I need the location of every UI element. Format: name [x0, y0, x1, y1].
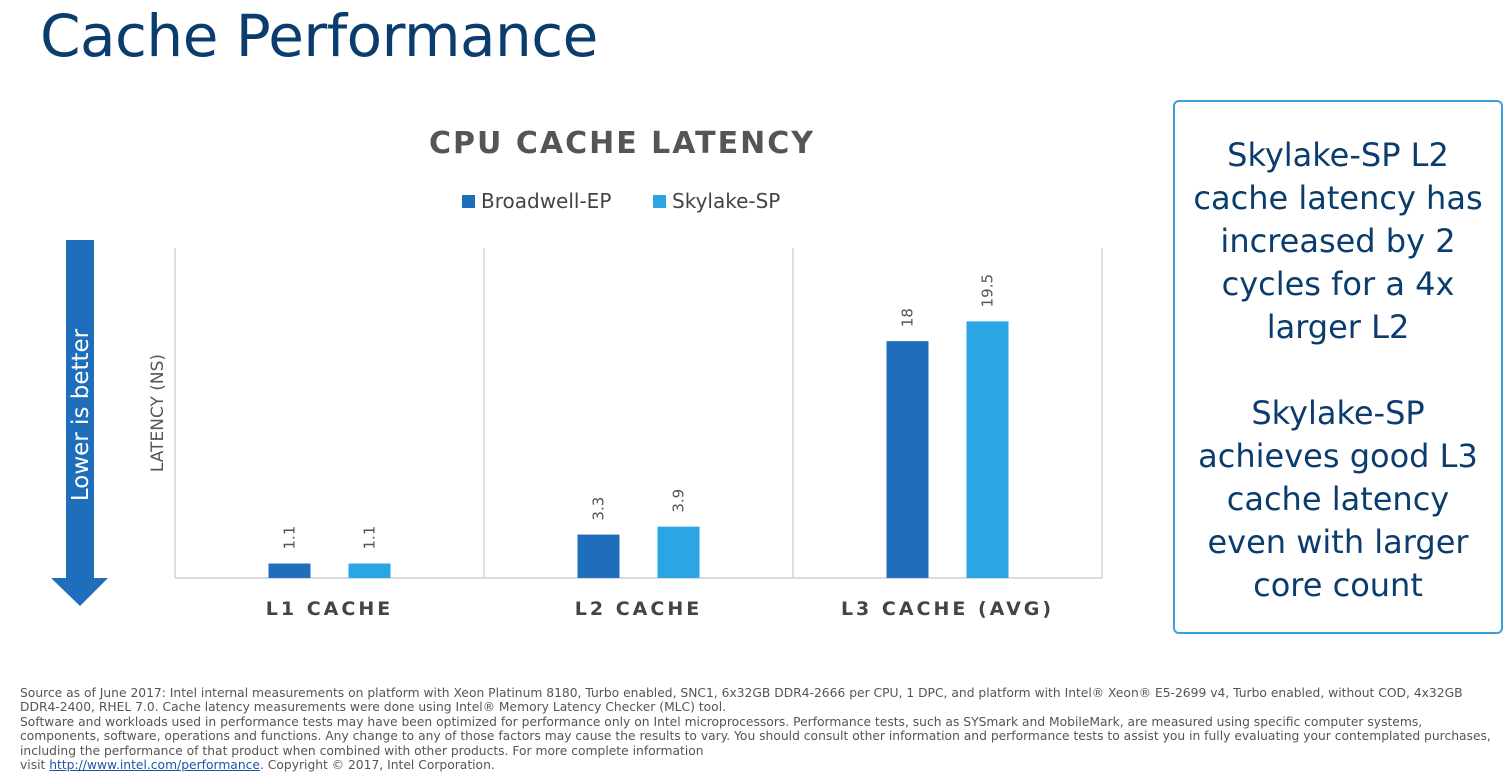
legend-label-skylake-sp: Skylake-SP [672, 189, 780, 213]
cache-latency-chart: Lower is better CPU CACHE LATENCY Broadw… [51, 126, 1103, 620]
visit-text: visit [20, 758, 50, 773]
data-label-broadwell-ep-l2-cache: 3.3 [590, 497, 608, 521]
category-label-l1-cache: L1 CACHE [266, 598, 393, 620]
bar-broadwell-ep-l2-cache [577, 534, 620, 578]
bar-skylake-sp-l3-cache-avg [966, 321, 1009, 578]
slide-title: Cache Performance [40, 2, 598, 70]
copyright-text: . Copyright © 2017, Intel Corporation. [259, 758, 495, 773]
y-axis-label: LATENCY (NS) [148, 354, 168, 472]
lower-is-better-arrow: Lower is better [51, 240, 108, 606]
footnote-line-3: visit http://www.intel.com/performance. … [20, 758, 1500, 772]
arrow-label: Lower is better [68, 328, 94, 501]
category-label-l3-cache-avg: L3 CACHE (AVG) [841, 598, 1054, 620]
callout-paragraph-1: Skylake-SP L2 cache latency has increase… [1193, 136, 1483, 346]
performance-link[interactable]: http://www.intel.com/performance [49, 758, 260, 773]
data-label-broadwell-ep-l3-cache-avg: 18 [899, 308, 917, 327]
footnote-line-2: Software and workloads used in performan… [20, 714, 1491, 758]
footnote-line-1: Source as of June 2017: Intel internal m… [20, 686, 1463, 715]
data-label-skylake-sp-l1-cache: 1.1 [361, 526, 379, 550]
arrow-shaft [66, 240, 94, 580]
category-label-l2-cache: L2 CACHE [575, 598, 702, 620]
bar-skylake-sp-l2-cache [657, 526, 700, 578]
callout-paragraph-2: Skylake-SP achieves good L3 cache latenc… [1198, 394, 1478, 604]
chart-legend: Broadwell-EP Skylake-SP [462, 189, 780, 213]
bar-broadwell-ep-l3-cache-avg [886, 341, 929, 578]
legend-swatch-broadwell-ep [462, 195, 475, 208]
legend-label-broadwell-ep: Broadwell-EP [481, 189, 611, 213]
legend-swatch-skylake-sp [653, 195, 666, 208]
plot-area: 1.1 1.1 L1 CACHE 3.3 3.9 L2 CACHE 18 19.5 L3 CAC… [174, 248, 1103, 620]
footnote: Source as of June 2017: Intel internal m… [20, 686, 1500, 772]
callout-box: Skylake-SP L2 cache latency has increase… [1173, 100, 1503, 634]
data-label-broadwell-ep-l1-cache: 1.1 [281, 526, 299, 550]
data-label-skylake-sp-l3-cache-avg: 19.5 [979, 274, 997, 307]
data-label-skylake-sp-l2-cache: 3.9 [670, 489, 688, 513]
bar-broadwell-ep-l1-cache [268, 563, 311, 578]
arrow-head-icon [51, 578, 108, 606]
chart-title: CPU CACHE LATENCY [429, 126, 815, 161]
bar-skylake-sp-l1-cache [348, 563, 391, 578]
